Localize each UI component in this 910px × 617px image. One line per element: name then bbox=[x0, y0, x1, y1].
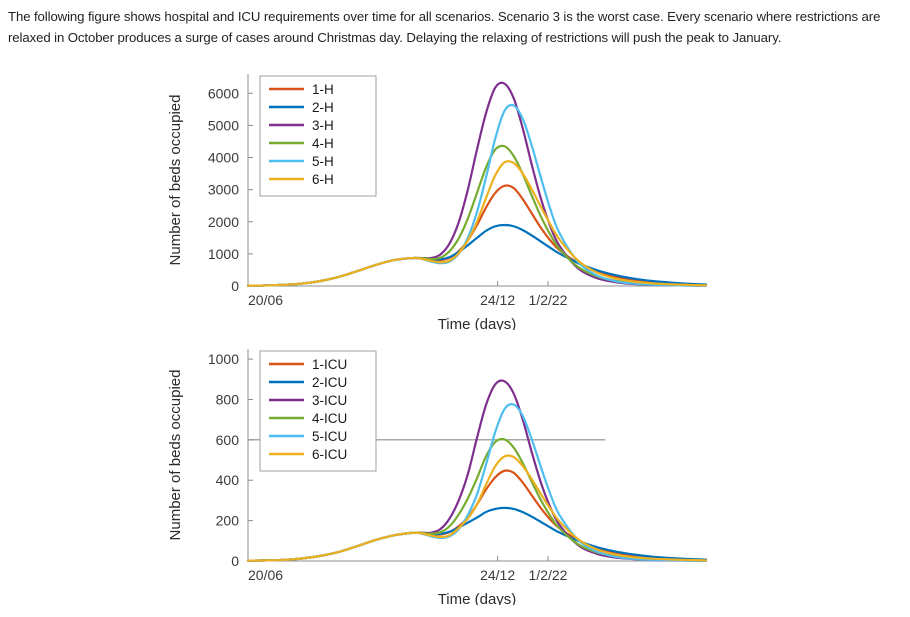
y-tick-label: 1000 bbox=[208, 351, 239, 367]
x-tick-label: 1/2/22 bbox=[529, 567, 568, 583]
y-tick-label: 6000 bbox=[208, 85, 239, 101]
legend-label-2-icu: 2-ICU bbox=[312, 375, 347, 390]
y-tick-label: 200 bbox=[216, 513, 240, 529]
hospital-chart-figure: 0 1000 2000 3000 4000 5000 6000 20/06 24/12 1/2/2… bbox=[0, 58, 910, 330]
y-tick-label: 0 bbox=[231, 278, 239, 294]
series-line-6-icu bbox=[246, 454, 708, 562]
y-tick-label: 2000 bbox=[208, 214, 239, 230]
intro-paragraph: The following figure shows hospital and … bbox=[8, 9, 881, 45]
x-tick-label: 24/12 bbox=[480, 567, 515, 583]
series-line-2-h bbox=[246, 223, 708, 287]
icu-chart-figure: 0 200 400 600 800 1000 20/06 24/12 1/2/22 Time (d… bbox=[0, 333, 910, 605]
y-axis-title: Number of beds occupied bbox=[167, 370, 184, 541]
legend-label-6-h: 6-H bbox=[312, 172, 334, 187]
y-tick-label: 400 bbox=[216, 472, 240, 488]
icu-legend: 1-ICU 2-ICU 3-ICU 4-ICU 5-ICU 6-ICU bbox=[259, 350, 377, 472]
legend-label-2-h: 2-H bbox=[312, 100, 334, 115]
y-tick-label: 0 bbox=[231, 553, 239, 569]
legend-label-5-icu: 5-ICU bbox=[312, 429, 347, 444]
icu-plot: 0 200 400 600 800 1000 20/06 24/12 1/2/22 Time (d… bbox=[167, 349, 708, 605]
x-axis-title: Time (days) bbox=[438, 316, 517, 330]
legend-label-3-icu: 3-ICU bbox=[312, 393, 347, 408]
legend-box bbox=[259, 75, 377, 197]
series-line-6-h bbox=[246, 160, 708, 287]
legend-label-1-icu: 1-ICU bbox=[312, 357, 347, 372]
legend-label-1-h: 1-H bbox=[312, 82, 334, 97]
y-axis-title: Number of beds occupied bbox=[167, 95, 184, 266]
legend-label-3-h: 3-H bbox=[312, 118, 334, 133]
y-tick-label: 5000 bbox=[208, 117, 239, 133]
y-tick-label: 3000 bbox=[208, 182, 239, 198]
y-tick-label: 4000 bbox=[208, 150, 239, 166]
legend-label-4-icu: 4-ICU bbox=[312, 411, 347, 426]
legend-label-4-h: 4-H bbox=[312, 136, 334, 151]
y-tick-label: 600 bbox=[216, 432, 240, 448]
x-tick-label: 1/2/22 bbox=[529, 292, 568, 308]
y-tick-label: 1000 bbox=[208, 246, 239, 262]
x-axis-title: Time (days) bbox=[438, 591, 517, 605]
legend-label-5-h: 5-H bbox=[312, 154, 334, 169]
x-tick-label: 24/12 bbox=[480, 292, 515, 308]
series-line-1-h bbox=[246, 184, 708, 287]
legend-box bbox=[259, 350, 377, 472]
legend-label-6-icu: 6-ICU bbox=[312, 447, 347, 462]
hospital-legend: 1-H 2-H 3-H 4-H 5-H 6-H bbox=[259, 75, 377, 197]
y-tick-label: 800 bbox=[216, 391, 240, 407]
x-tick-label: 20/06 bbox=[248, 567, 283, 583]
hospital-plot: 0 1000 2000 3000 4000 5000 6000 20/06 24/12 1/2/2… bbox=[167, 74, 708, 330]
series-line-2-icu bbox=[246, 506, 708, 562]
series-line-1-icu bbox=[246, 469, 708, 562]
x-tick-label: 20/06 bbox=[248, 292, 283, 308]
